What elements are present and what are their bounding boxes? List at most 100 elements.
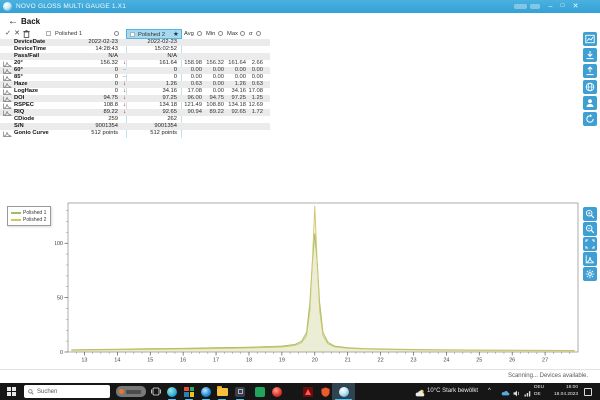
tray-onedrive[interactable] bbox=[499, 388, 511, 399]
stat-max-radio[interactable] bbox=[240, 31, 245, 36]
tray-volume[interactable] bbox=[511, 388, 523, 399]
download-button[interactable] bbox=[583, 48, 597, 62]
legend-item[interactable]: Polished 1 bbox=[11, 209, 47, 216]
row-label: DeviceDate bbox=[14, 39, 46, 45]
zoom-in-button[interactable] bbox=[583, 207, 597, 221]
task-view-button[interactable] bbox=[150, 386, 162, 397]
svg-text:26: 26 bbox=[509, 358, 515, 364]
notification-button[interactable] bbox=[584, 387, 592, 396]
taskbar-app-green[interactable] bbox=[254, 386, 266, 397]
stat-min-radio[interactable] bbox=[218, 31, 223, 36]
svg-text:14: 14 bbox=[114, 358, 120, 364]
sample2-checkbox[interactable] bbox=[130, 32, 135, 37]
photos-icon bbox=[184, 386, 194, 397]
svg-text:23: 23 bbox=[410, 358, 416, 364]
taskbar-app-active[interactable] bbox=[332, 383, 355, 400]
status-text: Scanning... Devices available. bbox=[507, 373, 588, 379]
graph-icon bbox=[585, 34, 595, 44]
sample1-checkbox[interactable] bbox=[46, 31, 51, 36]
taskbar-app-photos[interactable] bbox=[183, 386, 195, 397]
fit-view-button[interactable] bbox=[583, 237, 597, 251]
favorite-star-icon[interactable]: ★ bbox=[173, 31, 179, 38]
sample2-header-label: Polished 2 bbox=[138, 31, 166, 38]
upload-button[interactable] bbox=[583, 64, 597, 78]
tray-network[interactable] bbox=[522, 388, 534, 399]
web-button[interactable] bbox=[583, 80, 597, 94]
clear-cross-button[interactable]: ✕ bbox=[14, 30, 20, 37]
back-button[interactable]: ← Back bbox=[8, 16, 40, 27]
row-chart-icon[interactable] bbox=[3, 96, 12, 102]
gonio-chart[interactable]: 13 14 15 16 17 18 19 20 21 22 23 24 25 26 27 0 50 100 bbox=[54, 196, 585, 372]
taskbar-app-adobe[interactable] bbox=[302, 386, 314, 397]
maximize-button[interactable]: □ bbox=[560, 3, 565, 9]
row-label: Gonio Curve bbox=[14, 130, 49, 136]
sample1-value: 0 bbox=[114, 74, 118, 80]
stat-value: 0.00 bbox=[251, 67, 263, 73]
clock[interactable]: 18:00 18.04.2023 bbox=[548, 385, 578, 398]
language-indicator[interactable]: DEU DE bbox=[534, 385, 544, 398]
svg-text:22: 22 bbox=[378, 358, 384, 364]
chart-settings-button[interactable] bbox=[583, 267, 597, 281]
weather-text[interactable]: 10°C Stark bewölkt bbox=[427, 388, 479, 394]
row-chart-icon[interactable] bbox=[3, 103, 12, 109]
sample1-header-label[interactable]: Polished 1 bbox=[55, 30, 83, 37]
network-icon bbox=[524, 390, 531, 396]
taskbar-app-dark[interactable] bbox=[234, 386, 246, 397]
gonio-chart-svg[interactable]: 13 14 15 16 17 18 19 20 21 22 23 24 25 26 27 0 50 100 bbox=[54, 196, 585, 372]
row-chart-icon[interactable] bbox=[3, 110, 12, 116]
table-row: Gonio Curve 512 points 512 points bbox=[0, 130, 270, 137]
select-check-button[interactable]: ✓ bbox=[5, 30, 11, 37]
sample1-value: 89.22 bbox=[103, 109, 118, 115]
table-row: RIQ 89.22 ↓ 92.65 90.94 89.22 92.65 1.72 bbox=[0, 109, 270, 116]
user-button[interactable] bbox=[583, 96, 597, 110]
minimize-button[interactable]: – bbox=[548, 3, 553, 10]
sample1-radio[interactable] bbox=[114, 31, 119, 36]
back-arrow-icon: ← bbox=[8, 15, 18, 27]
tray-expand-chevron[interactable]: ^ bbox=[488, 388, 491, 394]
row-chart-icon[interactable] bbox=[3, 61, 12, 67]
taskbar-search[interactable]: Suchen bbox=[24, 385, 110, 398]
row-label: 60° bbox=[14, 67, 23, 73]
running-indicator bbox=[236, 398, 244, 400]
green-app-icon bbox=[255, 386, 265, 397]
svg-text:18: 18 bbox=[246, 358, 252, 364]
legend-item[interactable]: Polished 2 bbox=[11, 216, 47, 223]
stat-value: 0.00 bbox=[212, 74, 224, 80]
row-label: Haze bbox=[14, 81, 28, 87]
clock-time: 18:00 bbox=[565, 385, 578, 390]
row-chart-icon[interactable] bbox=[3, 82, 12, 88]
taskbar-app-red[interactable] bbox=[271, 386, 283, 397]
row-chart-icon[interactable] bbox=[3, 75, 12, 81]
stat-value: 17.08 bbox=[248, 88, 263, 94]
report-button[interactable] bbox=[583, 32, 597, 46]
stat-sigma-radio[interactable] bbox=[256, 31, 261, 36]
sample2-value: 134.18 bbox=[159, 102, 177, 108]
sample1-value: 14:28:43 bbox=[95, 46, 118, 52]
curve-view-button[interactable] bbox=[583, 252, 597, 266]
row-chart-icon[interactable] bbox=[3, 131, 12, 137]
stat-value: 156.32 bbox=[206, 60, 224, 66]
sample2-header-cell[interactable]: Polished 2 ★ bbox=[126, 29, 182, 39]
start-button[interactable] bbox=[0, 383, 22, 400]
taskbar-app-blue[interactable] bbox=[200, 386, 212, 397]
row-label: 20° bbox=[14, 60, 23, 66]
stat-avg-radio[interactable] bbox=[197, 31, 202, 36]
user-icon bbox=[586, 99, 594, 107]
svg-text:25: 25 bbox=[476, 358, 482, 364]
titlebar-menu-blob[interactable] bbox=[530, 4, 540, 9]
stat-value: 97.25 bbox=[231, 95, 246, 101]
row-chart-icon[interactable] bbox=[3, 89, 12, 95]
close-button[interactable]: ✕ bbox=[572, 3, 579, 10]
taskbar-app-edge[interactable] bbox=[166, 386, 178, 397]
row-chart-icon[interactable] bbox=[3, 68, 12, 74]
taskbar-app-explorer[interactable] bbox=[216, 385, 228, 397]
taskbar-widget[interactable] bbox=[116, 386, 146, 397]
delete-trash-button[interactable] bbox=[22, 30, 30, 38]
zoom-out-button[interactable] bbox=[583, 222, 597, 236]
trend-flat-icon: – bbox=[122, 67, 127, 73]
stat-value: 0.00 bbox=[190, 74, 202, 80]
titlebar-menu-blob[interactable] bbox=[514, 4, 527, 9]
refresh-button[interactable] bbox=[583, 112, 597, 126]
taskbar-app-security[interactable] bbox=[319, 386, 331, 397]
sample1-value: 0 bbox=[114, 88, 118, 94]
